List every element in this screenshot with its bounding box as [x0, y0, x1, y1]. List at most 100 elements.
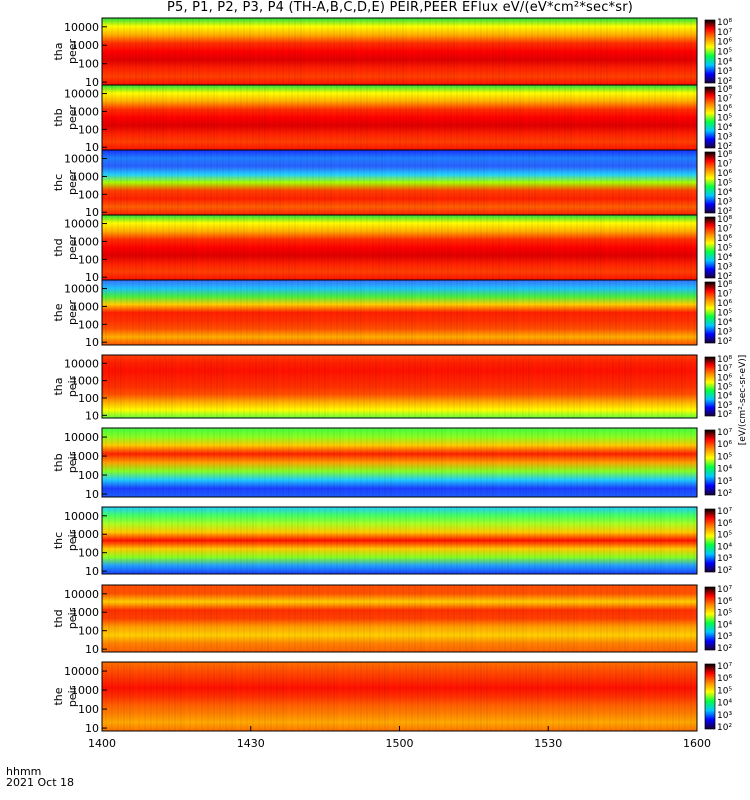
spectrogram-column [318, 280, 320, 345]
spectrogram-column [300, 662, 302, 731]
spectrogram-column [234, 85, 236, 150]
spectrogram-column [162, 85, 164, 150]
spectrogram-column [456, 355, 458, 418]
spectrogram-column [429, 215, 431, 280]
colorbar-tick-label: 10³ [717, 554, 732, 564]
spectrogram-column [186, 428, 188, 497]
spectrogram-column [600, 85, 602, 150]
spectrogram-column [465, 507, 467, 574]
spectrogram-column [657, 280, 659, 345]
spectrogram-column [495, 280, 497, 345]
spectrogram-column [171, 18, 173, 85]
spectrogram-column [231, 355, 233, 418]
spectrogram-column [624, 662, 626, 731]
spectrogram-column [141, 18, 143, 85]
spectrogram-column [603, 215, 605, 280]
spectrogram-column [660, 18, 662, 85]
spectrogram-column [252, 428, 254, 497]
spectrogram-column [417, 585, 419, 652]
y-tick-label: 10 [85, 76, 99, 89]
spectrogram-column [120, 355, 122, 418]
spectrogram-column [210, 280, 212, 345]
spectrogram-column [399, 507, 401, 574]
spectrogram-column [204, 280, 206, 345]
spectrogram-column [531, 150, 533, 215]
spectrogram-panel [102, 215, 697, 280]
spectrogram-column [534, 428, 536, 497]
spectrogram-column [456, 215, 458, 280]
x-tick-label: 1400 [88, 737, 116, 750]
spectrogram-column [525, 150, 527, 215]
spectrogram-column [444, 150, 446, 215]
spectrogram-column [447, 150, 449, 215]
spectrogram-column [486, 428, 488, 497]
spectrogram-column [585, 507, 587, 574]
spectrogram-column [564, 18, 566, 85]
spectrogram-column [222, 355, 224, 418]
spectrogram-column [369, 18, 371, 85]
spectrogram-column [648, 85, 650, 150]
spectrogram-column [138, 18, 140, 85]
spectrogram-column [132, 85, 134, 150]
spectrogram-column [294, 355, 296, 418]
spectrogram-column [519, 428, 521, 497]
spectrogram-column [210, 215, 212, 280]
spectrogram-column [336, 585, 338, 652]
spectrogram-column [366, 85, 368, 150]
spectrogram-column [540, 507, 542, 574]
spectrogram-column [411, 355, 413, 418]
spectrogram-column [579, 18, 581, 85]
colorbar-tick-label: 10⁴ [717, 318, 732, 328]
spectrogram-column [132, 585, 134, 652]
spectrogram-column [303, 585, 305, 652]
spectrogram-column [669, 662, 671, 731]
spectrogram-column [339, 215, 341, 280]
spectrogram-column [234, 428, 236, 497]
spectrogram-column [570, 18, 572, 85]
spectrogram-column [297, 355, 299, 418]
spectrogram-column [324, 428, 326, 497]
spectrogram-column [291, 428, 293, 497]
spectrogram-column [210, 355, 212, 418]
spectrogram-column [321, 662, 323, 731]
spectrogram-column [456, 662, 458, 731]
spectrogram-column [315, 662, 317, 731]
spectrogram-column [492, 585, 494, 652]
spectrogram-column [372, 662, 374, 731]
spectrogram-column [192, 150, 194, 215]
colorbar-tick-label: 10⁵ [717, 309, 732, 319]
spectrogram-column [507, 585, 509, 652]
spectrogram-column [669, 18, 671, 85]
spectrogram-column [567, 355, 569, 418]
spectrogram-column [102, 355, 104, 418]
spectrogram-column [264, 585, 266, 652]
spectrogram-column [270, 585, 272, 652]
spectrogram-column [660, 85, 662, 150]
spectrogram-column [339, 355, 341, 418]
spectrogram-column [573, 355, 575, 418]
spectrogram-column [267, 150, 269, 215]
spectrogram-column [168, 18, 170, 85]
spectrogram-column [429, 280, 431, 345]
spectrogram-column [537, 85, 539, 150]
spectrogram-column [114, 150, 116, 215]
spectrogram-column [510, 662, 512, 731]
spectrogram-column [507, 428, 509, 497]
spectrogram-column [153, 428, 155, 497]
spectrogram-column [297, 428, 299, 497]
spectrogram-column [549, 150, 551, 215]
spectrogram-column [552, 507, 554, 574]
spectrogram-column [660, 280, 662, 345]
spectrogram-column [258, 280, 260, 345]
spectrogram-column [534, 507, 536, 574]
spectrogram-column [384, 662, 386, 731]
spectrogram-column [498, 150, 500, 215]
spectrogram-column [300, 18, 302, 85]
spectrogram-column [621, 215, 623, 280]
spectrogram-column [492, 150, 494, 215]
spectrogram-column [285, 507, 287, 574]
spectrogram-column [351, 18, 353, 85]
spectrogram-column [186, 280, 188, 345]
spectrogram-column [504, 585, 506, 652]
spectrogram-column [549, 280, 551, 345]
